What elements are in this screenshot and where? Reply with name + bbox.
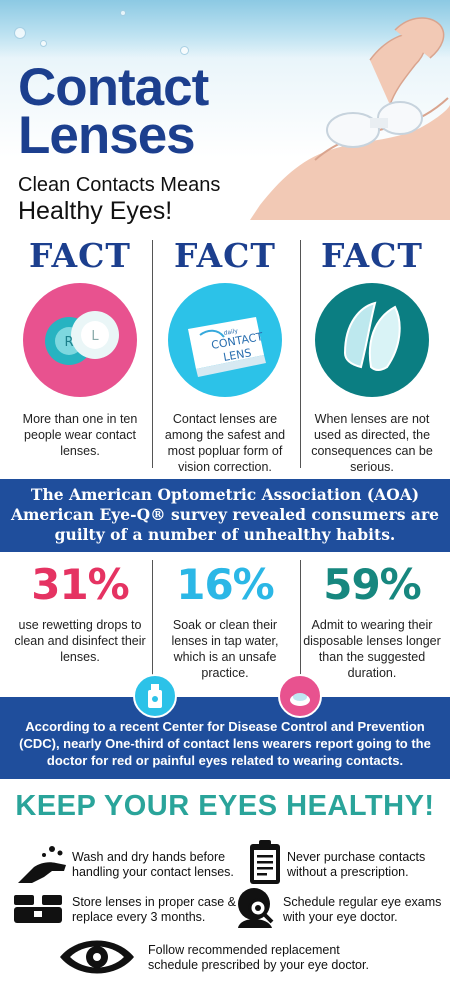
lens-case-icon <box>12 893 64 925</box>
hero-header: Contact Lenses Clean Contacts Means Heal… <box>0 0 450 225</box>
subtitle-line-2: Healthy Eyes! <box>18 197 173 225</box>
svg-text:R: R <box>64 335 73 350</box>
survey-banner: The American Optometric Association (AOA… <box>0 479 450 552</box>
stat-card-3: 59% Admit to wearing their disposable le… <box>302 559 442 681</box>
stat-value: 59% <box>323 560 422 609</box>
fact-card-3: FACT When lenses are not used as directe… <box>302 236 442 474</box>
svg-text:LENS: LENS <box>222 346 252 364</box>
fact-card-1: FACT L R More than one in ten people wea… <box>10 236 150 468</box>
water-droplet <box>40 40 47 47</box>
svg-text:daily: daily <box>223 328 239 337</box>
stat-text: use rewetting drops to clean and disinfe… <box>14 618 146 664</box>
stat-text: Soak or clean their lenses in tap water,… <box>171 618 279 680</box>
hand-holding-lens-case-illustration <box>250 17 450 220</box>
water-droplet <box>14 27 26 39</box>
fact-card-2: FACT daily CONTACT LENS Contact lenses a… <box>155 236 295 474</box>
stat-card-1: 31% use rewetting drops to clean and dis… <box>10 559 150 665</box>
tip-text: Store lenses in proper case & replace ev… <box>72 895 236 924</box>
tip-text: Schedule regular eye exams with your eye… <box>283 895 442 924</box>
tip-text: Follow recommended replacement schedule … <box>148 943 369 972</box>
tip-text: Never purchase contacts without a prescr… <box>287 850 426 879</box>
eye-icon <box>58 935 136 979</box>
eye-drops-icon <box>133 674 177 718</box>
column-divider <box>300 560 301 694</box>
fact-heading: FACT <box>174 236 276 275</box>
water-splash <box>0 0 450 58</box>
column-divider <box>152 560 153 694</box>
eye-exam-icon <box>232 884 278 930</box>
subtitle-line-1: Clean Contacts Means <box>18 174 221 196</box>
stat-value: 31% <box>31 560 130 609</box>
water-droplet <box>120 10 126 16</box>
stat-value: 16% <box>176 560 275 609</box>
cdc-banner: According to a recent Center for Disease… <box>0 697 450 779</box>
prescription-clipboard-icon <box>248 838 282 886</box>
water-droplet <box>180 46 189 55</box>
lens-case-icon: L R <box>23 283 137 397</box>
stat-card-2: 16% Soak or clean their lenses in tap wa… <box>155 559 295 681</box>
fact-text: When lenses are not used as directed, th… <box>311 412 433 474</box>
tip-text: Wash and dry hands before handling your … <box>72 850 234 879</box>
fact-text: More than one in ten people wear contact… <box>22 412 138 458</box>
fact-heading: FACT <box>321 236 423 275</box>
keep-eyes-healthy-heading: KEEP YOUR EYES HEALTHY! <box>15 790 435 822</box>
page-title: Contact Lenses <box>18 58 209 165</box>
lenses-icon <box>315 283 429 397</box>
stat-text: Admit to wearing their disposable lenses… <box>303 618 441 680</box>
hand-wash-icon <box>14 843 70 887</box>
column-divider <box>152 240 153 468</box>
fact-heading: FACT <box>29 236 131 275</box>
column-divider <box>300 240 301 468</box>
lens-on-finger-icon <box>278 674 322 718</box>
contact-lens-box-icon: daily CONTACT LENS <box>168 283 282 397</box>
fact-text: Contact lenses are among the safest and … <box>164 412 286 474</box>
svg-text:L: L <box>91 329 99 344</box>
